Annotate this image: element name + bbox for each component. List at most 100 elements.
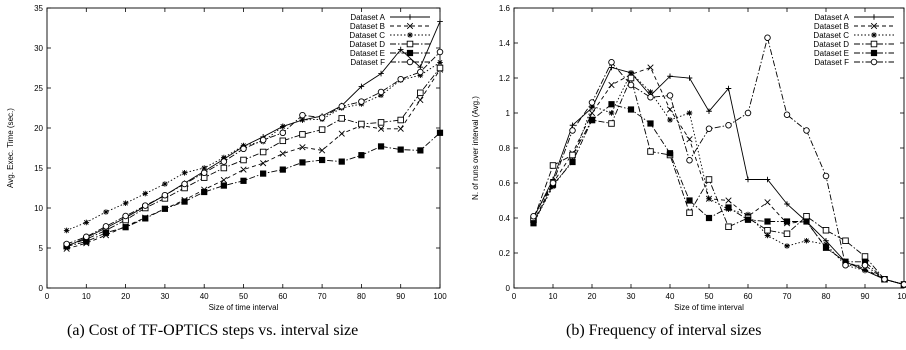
data-point bbox=[881, 276, 888, 283]
x-tick-label: 80 bbox=[822, 292, 831, 301]
series-dataset-c bbox=[530, 69, 906, 288]
data-point bbox=[706, 195, 712, 202]
y-tick-label: 1.2 bbox=[499, 74, 511, 83]
data-point bbox=[279, 129, 287, 137]
data-point bbox=[201, 165, 207, 171]
data-point bbox=[569, 158, 576, 166]
y-tick-label: 5 bbox=[39, 244, 44, 253]
data-point bbox=[686, 136, 693, 143]
data-point bbox=[417, 68, 424, 76]
data-point bbox=[142, 190, 149, 197]
data-point bbox=[338, 158, 345, 165]
legend-label: Dataset E bbox=[350, 49, 385, 58]
x-tick-label: 40 bbox=[666, 292, 675, 301]
data-point bbox=[436, 129, 444, 136]
data-point bbox=[240, 156, 247, 164]
x-tick-label: 40 bbox=[200, 292, 209, 301]
legend-label: Dataset D bbox=[813, 40, 849, 49]
legend-marker bbox=[871, 32, 877, 38]
data-point bbox=[745, 211, 751, 218]
y-tick-label: 20 bbox=[34, 124, 43, 133]
x-tick-label: 60 bbox=[744, 292, 753, 301]
data-point bbox=[181, 170, 188, 176]
series-line bbox=[66, 69, 441, 250]
data-point bbox=[437, 18, 443, 25]
legend-label: Dataset A bbox=[814, 13, 849, 22]
y-tick-label: 1 bbox=[506, 109, 511, 118]
data-point bbox=[608, 64, 615, 71]
data-point bbox=[240, 166, 247, 173]
data-point bbox=[437, 59, 443, 66]
legend-label: Dataset B bbox=[814, 22, 849, 31]
data-point bbox=[358, 120, 365, 128]
chart-b-interval-frequency: 0 10 20 30 40 50 60 70 80 90 100 0 0.2 0.4 0.6 0.8 1 1.2 1… bbox=[471, 4, 906, 312]
data-point bbox=[822, 172, 830, 180]
data-point bbox=[436, 64, 444, 72]
series-dataset-a bbox=[63, 18, 443, 250]
data-point bbox=[378, 70, 384, 77]
y-tick-label: 30 bbox=[34, 44, 43, 53]
data-point bbox=[201, 188, 208, 196]
data-point bbox=[162, 181, 168, 187]
data-point bbox=[725, 121, 732, 129]
series-dataset-d bbox=[530, 74, 906, 288]
series-dataset-a bbox=[530, 64, 906, 288]
data-point bbox=[417, 147, 424, 154]
y-axis-label: Avg. Exec. Time (sec.) bbox=[6, 108, 15, 188]
data-point bbox=[783, 111, 791, 118]
data-point bbox=[784, 201, 790, 207]
data-point bbox=[279, 166, 286, 173]
series-dataset-d bbox=[63, 64, 444, 249]
legend-label: Dataset B bbox=[350, 22, 385, 31]
data-point bbox=[299, 131, 306, 138]
data-point bbox=[588, 99, 596, 106]
legend-label: Dataset A bbox=[350, 13, 385, 22]
data-point bbox=[569, 151, 576, 159]
x-tick-label: 70 bbox=[318, 292, 327, 301]
data-point bbox=[280, 123, 286, 130]
data-point bbox=[63, 227, 70, 234]
series-line bbox=[66, 62, 441, 231]
data-point bbox=[569, 127, 576, 134]
x-tick-label: 30 bbox=[627, 292, 636, 301]
data-point bbox=[822, 244, 830, 251]
x-tick-label: 90 bbox=[396, 292, 405, 301]
data-point bbox=[628, 69, 634, 76]
data-point bbox=[900, 281, 906, 288]
legend-marker bbox=[406, 22, 414, 30]
data-point bbox=[200, 169, 208, 177]
legend-label: Dataset C bbox=[349, 31, 385, 40]
legend-label: Dataset F bbox=[350, 58, 385, 67]
data-point bbox=[102, 223, 110, 230]
data-point bbox=[142, 215, 149, 222]
x-tick-label: 10 bbox=[549, 292, 558, 301]
data-point bbox=[608, 101, 615, 108]
y-tick-label: 1.6 bbox=[499, 4, 511, 13]
y-tick-label: 0 bbox=[39, 284, 44, 293]
data-point bbox=[764, 218, 771, 225]
data-point bbox=[783, 218, 791, 225]
data-point bbox=[803, 212, 810, 220]
caption-a: (a) Cost of TF-OPTICS steps vs. interval… bbox=[67, 322, 359, 339]
y-tick-label: 15 bbox=[34, 164, 43, 173]
data-point bbox=[744, 109, 752, 117]
data-point bbox=[588, 116, 596, 124]
legend-marker bbox=[870, 22, 878, 30]
y-tick-label: 10 bbox=[34, 204, 43, 213]
data-point bbox=[318, 147, 326, 154]
data-point bbox=[783, 230, 791, 237]
series-dataset-e bbox=[63, 129, 444, 250]
data-point bbox=[803, 218, 810, 225]
x-tick-label: 90 bbox=[861, 292, 870, 301]
data-point bbox=[686, 110, 693, 116]
legend-label: Dataset F bbox=[814, 58, 849, 67]
data-point bbox=[647, 89, 654, 95]
data-point bbox=[436, 48, 444, 56]
y-tick-label: 35 bbox=[34, 4, 43, 13]
series-line bbox=[533, 66, 905, 285]
data-point bbox=[63, 240, 70, 248]
data-point bbox=[181, 180, 188, 188]
legend-marker bbox=[407, 14, 413, 20]
x-tick-label: 80 bbox=[357, 292, 366, 301]
